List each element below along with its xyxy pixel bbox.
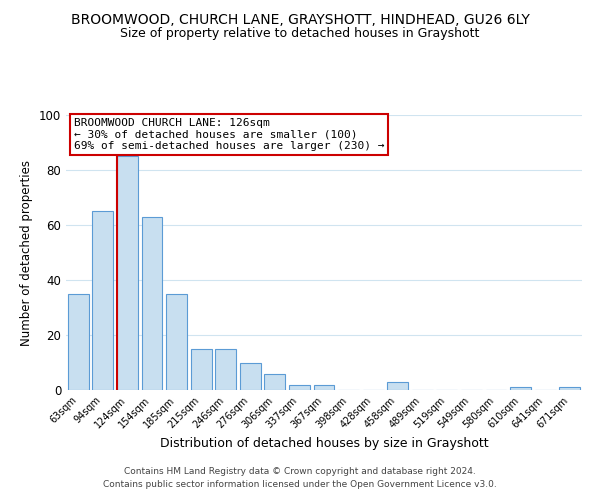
Bar [215,349,236,390]
Bar [289,384,310,390]
Bar [510,387,531,390]
Bar [559,387,580,390]
Bar [191,349,212,390]
Bar [265,374,286,390]
Bar [92,211,113,390]
Bar [387,382,408,390]
X-axis label: Distribution of detached houses by size in Grayshott: Distribution of detached houses by size … [160,436,488,450]
Bar [68,294,89,390]
Text: Size of property relative to detached houses in Grayshott: Size of property relative to detached ho… [121,28,479,40]
Y-axis label: Number of detached properties: Number of detached properties [20,160,34,346]
Text: BROOMWOOD, CHURCH LANE, GRAYSHOTT, HINDHEAD, GU26 6LY: BROOMWOOD, CHURCH LANE, GRAYSHOTT, HINDH… [71,12,529,26]
Bar [166,294,187,390]
Bar [142,217,163,390]
Text: BROOMWOOD CHURCH LANE: 126sqm
← 30% of detached houses are smaller (100)
69% of : BROOMWOOD CHURCH LANE: 126sqm ← 30% of d… [74,118,384,151]
Bar [117,156,138,390]
Bar [314,384,334,390]
Bar [240,362,261,390]
Text: Contains HM Land Registry data © Crown copyright and database right 2024.
Contai: Contains HM Land Registry data © Crown c… [103,467,497,489]
